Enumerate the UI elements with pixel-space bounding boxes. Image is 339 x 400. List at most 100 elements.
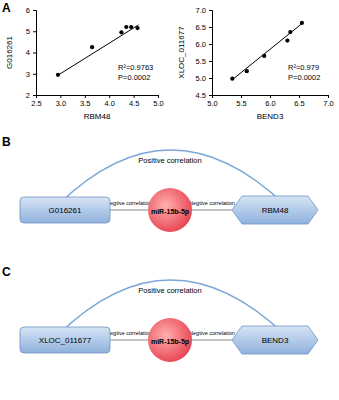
y-tick: 5.0 <box>196 74 212 83</box>
x-tick-label: 3.5 <box>80 99 90 108</box>
y-tick-mark <box>209 95 212 96</box>
x-axis-line <box>37 96 159 99</box>
x-tick-mark <box>134 95 135 98</box>
x-axis: 2.53.03.54.04.55.0 <box>31 95 163 108</box>
x-tick-mark <box>85 95 86 98</box>
node-box <box>20 327 110 353</box>
panel-label: A <box>2 1 11 15</box>
arc-label: Positive correlation <box>138 156 201 165</box>
x-tick-mark <box>60 95 61 98</box>
node-label: miR-15b-5p <box>151 338 189 346</box>
arc-label: Positive correlation <box>138 286 201 295</box>
y-tick-label: 6 <box>26 6 30 15</box>
node-circle <box>148 318 192 362</box>
point <box>285 38 289 42</box>
node-label: BEND3 <box>262 336 289 345</box>
annotation: R²=0.9763 <box>118 63 153 72</box>
x-tick-label: 6.0 <box>265 99 275 108</box>
y-tick-mark <box>33 10 36 11</box>
point <box>119 30 123 34</box>
node-circle <box>148 188 192 232</box>
point <box>124 25 128 29</box>
y-tick: 5.5 <box>196 57 212 66</box>
diagram: Positive correlation Negtive correlation N… <box>20 150 318 232</box>
y-tick: 4 <box>26 48 36 57</box>
edge-label: Negtive correlation <box>106 200 152 206</box>
node-hexagon <box>232 196 318 224</box>
y-tick-label: 5.0 <box>196 74 206 83</box>
edge <box>192 340 232 341</box>
y-axis-title: XLOC_011677 <box>177 26 186 79</box>
x-tick-label: 7.0 <box>323 99 333 108</box>
y-tick-label: 2 <box>26 91 30 100</box>
y-tick-mark <box>209 78 212 79</box>
edge <box>192 210 232 211</box>
y-axis-line <box>33 11 37 96</box>
y-tick-label: 4 <box>26 48 30 57</box>
x-axis: 5.0 5.5 6.0 6.5 7.0 <box>207 95 333 108</box>
y-tick: 3 <box>26 70 36 79</box>
x-axis-title: BEND3 <box>257 112 284 121</box>
y-tick-label: 6.0 <box>196 40 206 49</box>
point <box>230 77 234 81</box>
x-tick: 3.0 <box>56 95 66 108</box>
x-tick: 3.5 <box>80 95 90 108</box>
panel-label: B <box>2 135 11 149</box>
x-tick: 6.5 <box>294 95 304 108</box>
x-tick-label: 3.0 <box>56 99 66 108</box>
x-tick-label: 2.5 <box>31 99 41 108</box>
y-tick: 2 <box>26 91 36 100</box>
y-tick-mark <box>33 53 36 54</box>
x-tick-label: 4.5 <box>129 99 139 108</box>
node-label: miR-15b-5p <box>151 208 189 216</box>
point <box>262 54 266 58</box>
x-tick: 2.5 <box>31 95 41 108</box>
x-tick: 5.5 <box>236 95 246 108</box>
node-label: G016261 <box>49 206 82 215</box>
x-tick: 5.0 <box>207 95 217 108</box>
y-tick-label: 5.5 <box>196 57 206 66</box>
x-tick: 7.0 <box>323 95 333 108</box>
node-label: RBM48 <box>262 206 289 215</box>
point <box>288 30 292 34</box>
y-tick-label: 6.5 <box>196 23 206 32</box>
y-axis-title: G016261 <box>5 35 14 68</box>
edge <box>110 210 148 211</box>
chart: 2.53.03.54.04.55.023456RBM48G016261R²=0.… <box>5 6 164 121</box>
x-tick: 4.5 <box>129 95 139 108</box>
point <box>135 26 139 30</box>
x-tick-label: 4.0 <box>104 99 114 108</box>
edge-label: Negtive correlation <box>189 200 235 206</box>
y-tick: 6.0 <box>196 40 212 49</box>
x-axis-title: RBM48 <box>84 112 111 121</box>
y-axis: 4.5 5.0 5.5 6.0 6.5 7.0 <box>196 6 213 100</box>
panel-label: C <box>2 265 11 279</box>
y-tick: 6.5 <box>196 23 212 32</box>
edge-label: Negtive correlation <box>189 330 235 336</box>
x-axis-line <box>213 96 329 99</box>
x-tick: 6.0 <box>265 95 275 108</box>
node-label: XLOC_011677 <box>39 336 92 345</box>
y-tick-mark <box>33 74 36 75</box>
x-tick-mark <box>328 95 329 98</box>
y-tick-mark <box>33 31 36 32</box>
y-tick-label: 7.0 <box>196 6 206 15</box>
y-tick-label: 5 <box>26 27 30 36</box>
x-tick: 4.0 <box>104 95 114 108</box>
y-tick: 5 <box>26 27 36 36</box>
node-box <box>20 197 110 223</box>
point <box>129 25 133 29</box>
annotation: P=0.0002 <box>288 73 320 82</box>
chart: 5.05.56.06.57.04.55.05.56.06.57.0BEND3XL… <box>177 6 334 121</box>
y-tick-mark <box>209 27 212 28</box>
x-tick-mark <box>158 95 159 98</box>
figure: ABC2.53.03.54.04.55.023456RBM48G016261R²… <box>0 0 339 400</box>
y-tick-label: 3 <box>26 70 30 79</box>
point <box>245 69 249 73</box>
y-axis-line <box>209 11 213 96</box>
x-tick-label: 5.5 <box>236 99 246 108</box>
x-tick-mark <box>241 95 242 98</box>
y-tick-label: 4.5 <box>196 91 206 100</box>
y-tick: 6 <box>26 6 36 15</box>
y-tick-mark <box>209 61 212 62</box>
